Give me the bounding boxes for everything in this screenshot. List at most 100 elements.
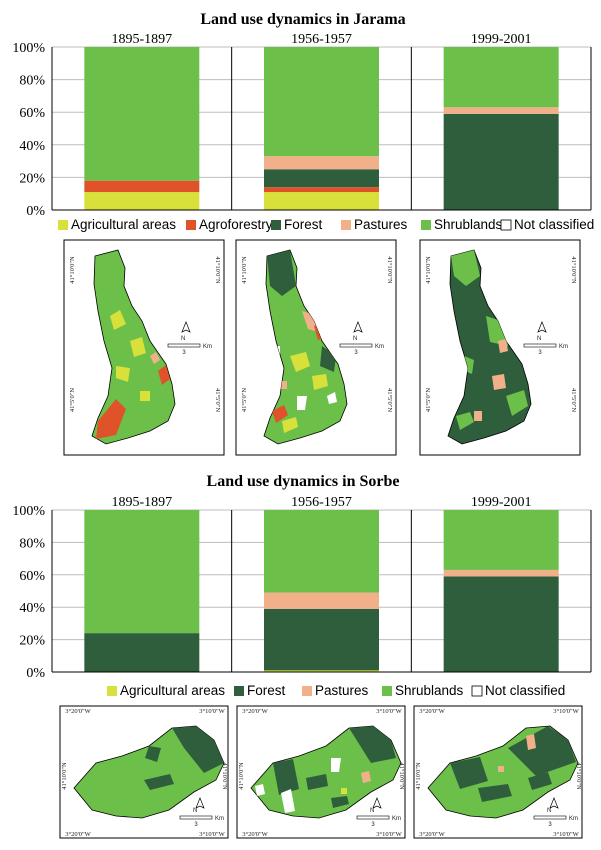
watershed [427,725,579,819]
category-label: 1999-2001 [471,495,532,510]
scale-label: 3 [354,350,358,356]
legend-swatch-pastures [302,686,312,696]
bar-segment-agricultural [264,670,379,672]
land-use-patch [474,411,482,421]
scale-unit: Km [392,816,401,822]
land-use-patch [145,746,161,762]
land-use-patch [144,774,174,790]
land-use-patch [140,391,150,401]
coordinate-label: 41°10'0"N [425,256,432,284]
watershed [73,725,225,819]
sorbe-chart: 0% 20% 40% 60% 80% 100% 1895-1897 1956-1957 1999… [12,495,592,681]
scale-label: 3 [548,822,552,828]
coordinate-label: 3°20'0"W [65,708,91,715]
coordinate-label: 41°5'0"N [386,388,393,412]
bar-segment-shrublands [443,510,559,570]
bar-segment-agricultural [264,192,379,210]
coordinate-label: 3°10'0"W [553,831,579,838]
scale-bar [523,343,557,348]
coordinate-label: 41°5'0"N [69,388,76,412]
land-use-patch [110,310,126,330]
legend-swatch-not_classified [500,219,512,231]
sorbe-map-1999: 3°20'0"W 3°10'0"W 3°20'0"W 3°10'0"W 41°10'0"… [413,705,583,839]
land-use-patch [349,726,396,763]
coordinate-label: 3°20'0"W [419,708,445,715]
land-use-patch [312,374,328,390]
land-use-patch [116,366,130,382]
coordinate-label: 3°20'0"W [65,831,91,838]
legend-label: Not classified [485,683,565,698]
watershed [250,725,402,819]
coordinate-label: 41°5'0"N [241,388,248,412]
north-label: N [181,336,185,342]
legend-swatch-shrublands [382,686,392,696]
legend-label: Forest [247,683,286,698]
y-tick-label: 100% [12,504,45,519]
scale-bar [179,815,213,820]
legend-swatch-forest [234,686,244,696]
land-use-patch [281,789,295,813]
coordinate-label: 41°10'0"N [575,762,582,790]
coordinate-label: 41°10'0"N [570,256,577,284]
coordinate-label: 41°10'0"N [238,762,245,790]
bar-segment-agroforestry [84,180,200,193]
land-use-patch [267,250,296,296]
land-use-patch [341,788,347,794]
coordinate-label: 41°10'0"N [61,762,68,790]
category-label: 1895-1897 [111,32,172,47]
scale-label: 3 [538,350,542,356]
land-use-patch [331,796,349,808]
bar-segment-pastures [264,592,379,609]
land-use-patch [498,339,508,353]
land-use-patch [508,726,576,776]
jarama-map-1956: 41°10'0"N 41°5'0"N 41°10'0"N 41°5'0"N 3 Km N [235,239,397,456]
land-use-patch [158,365,170,385]
legend-swatch-agricultural [107,686,117,696]
y-tick-label: 20% [19,634,45,649]
bar-segment-forest [443,576,559,672]
north-label: N [537,336,541,342]
sorbe-map-1956: 3°20'0"W 3°10'0"W 3°20'0"W 3°10'0"W 41°10'0"… [236,705,406,839]
north-arrow-icon [372,797,382,809]
bar-segment-pastures [443,107,559,114]
land-use-patch [526,734,536,750]
bar-segment-shrublands [443,47,559,108]
coordinate-label: 41°10'0"N [415,762,422,790]
coordinate-label: 41°10'0"N [69,256,76,284]
north-arrow-icon [549,797,559,809]
legend-swatch-forest [271,220,281,230]
sorbe-maps: 3°20'0"W 3°10'0"W 3°20'0"W 3°10'0"W 41°10'0"… [59,705,583,839]
scale-bar [339,343,373,348]
legend-label: Not classified [514,217,594,232]
land-use-patch [361,771,371,783]
north-arrow-icon [537,321,547,333]
land-use-patch [150,352,160,364]
land-use-patch [327,392,337,404]
y-tick-label: 0% [26,666,45,681]
north-label: N [547,808,551,814]
land-use-patch [172,726,224,773]
watershed [91,249,176,445]
land-use-patch [331,758,341,772]
legend-swatch-agroforestry [186,220,196,230]
coordinate-label: 3°10'0"W [199,708,225,715]
coordinate-label: 3°10'0"W [376,708,402,715]
sorbe-legend: Agricultural areas Forest Pastures Shrublan… [107,683,565,698]
coordinate-label: 41°5'0"N [214,388,221,412]
coordinate-label: 41°10'0"N [221,762,228,790]
land-use-patch [297,396,307,410]
coordinate-label: 41°5'0"N [425,388,432,412]
north-label: N [370,808,374,814]
legend-swatch-agricultural [58,220,68,230]
scale-unit: Km [569,816,578,822]
legend-label: Pastures [315,683,369,698]
category-label: 1956-1957 [291,495,352,510]
bar-segment-agricultural [84,192,200,210]
coordinate-label: 41°10'0"N [386,256,393,284]
legend-label: Forest [284,217,323,232]
bar-segment-forest [84,633,200,672]
scale-unit: Km [559,344,568,350]
scale-bar [167,343,201,348]
y-tick-label: 60% [19,569,45,584]
